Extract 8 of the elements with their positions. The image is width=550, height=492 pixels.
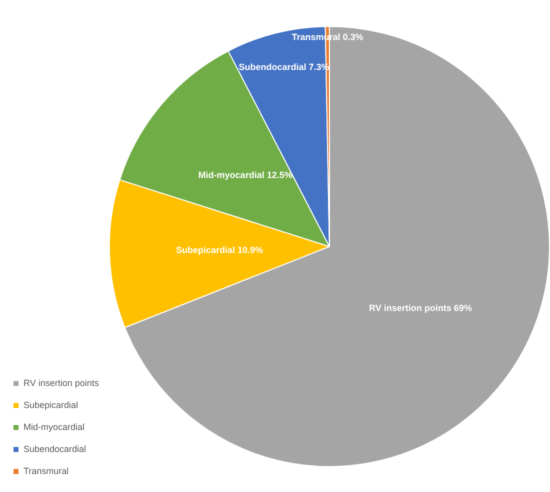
legend-label: RV insertion points xyxy=(24,378,100,388)
data-label: Mid-myocardial 12.5% xyxy=(198,170,292,180)
data-label: RV insertion points 69% xyxy=(369,302,472,313)
legend-label: Subendocardial xyxy=(24,444,86,454)
legend-label: Mid-myocardial xyxy=(24,422,85,432)
legend-label: Subepicardial xyxy=(24,400,78,410)
data-label: Subepicardial 10.9% xyxy=(176,244,263,255)
legend-label: Transmural xyxy=(24,466,69,476)
